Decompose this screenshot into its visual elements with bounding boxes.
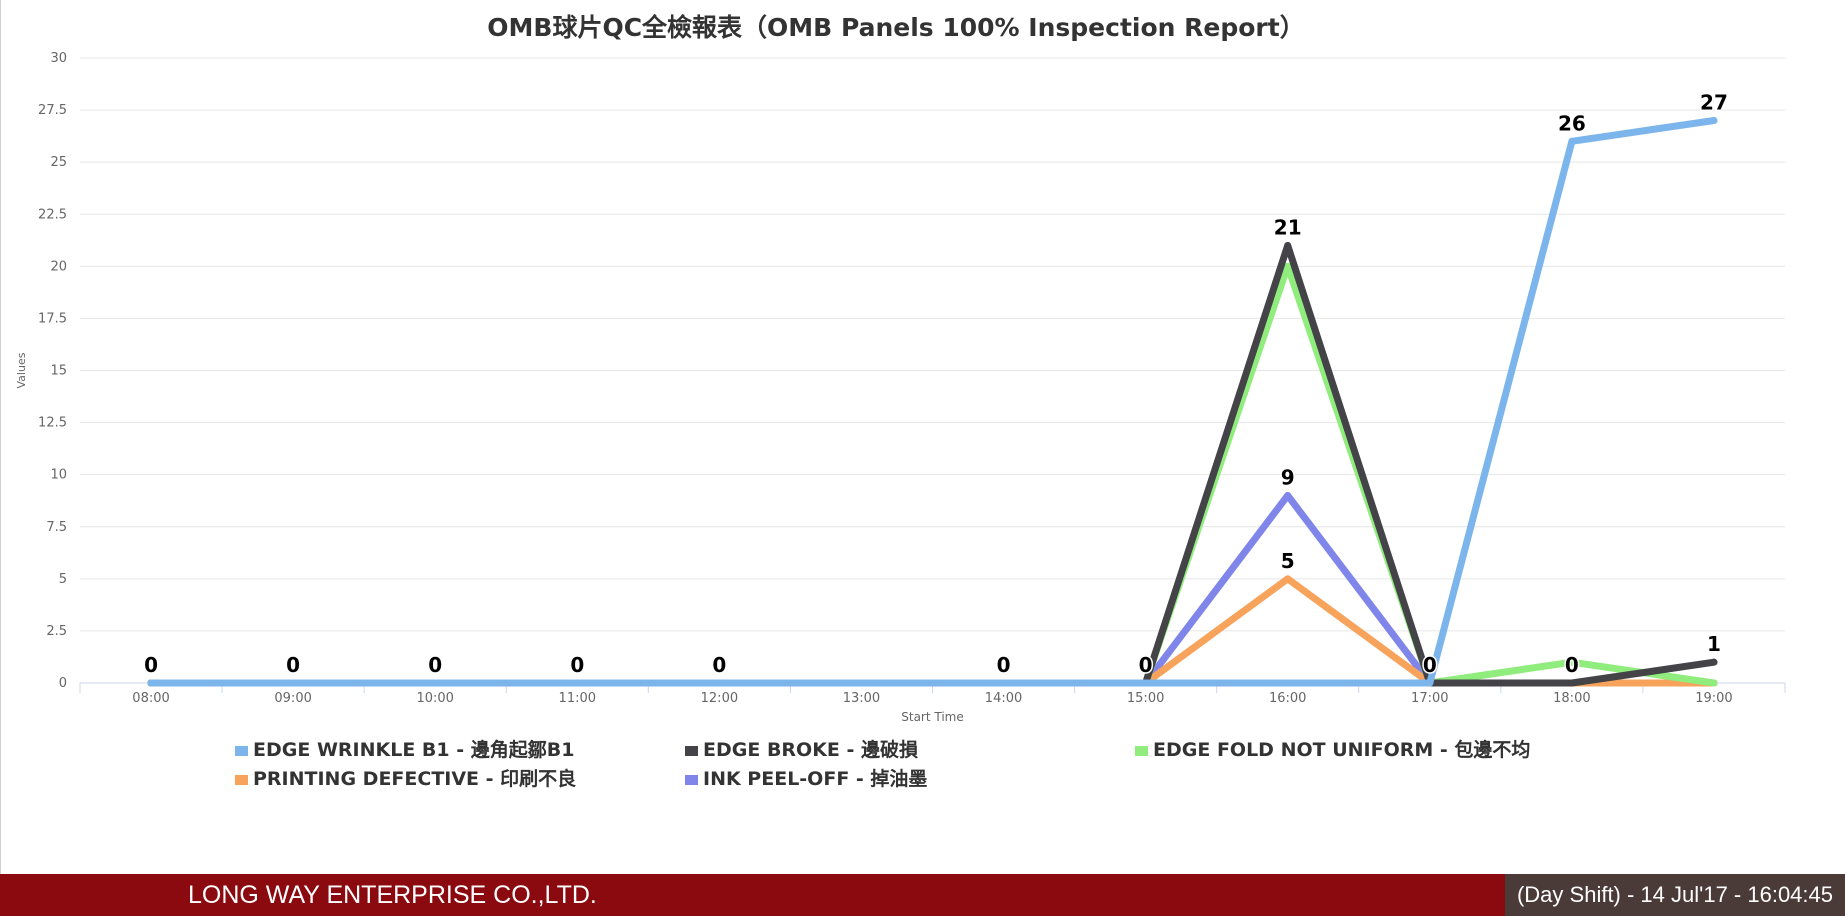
- series-line: [147, 242, 1718, 687]
- data-point: [1568, 137, 1576, 145]
- y-tick-label: 10: [50, 468, 67, 483]
- data-point: [1568, 679, 1576, 687]
- line-chart: OMB球片QC全檢報表（OMB Panels 100% Inspection R…: [15, 13, 1786, 790]
- y-tick-label: 0: [59, 676, 67, 691]
- data-point: [1284, 262, 1292, 270]
- legend-item: PRINTING DEFECTIVE - 印刷不良: [253, 767, 576, 790]
- data-label: 27: [1700, 91, 1728, 115]
- legend: EDGE WRINKLE B1 - 邊角起鄒B1 EDGE BROKE - 邊破損…: [235, 738, 1530, 790]
- y-tick-label: 27.5: [38, 103, 67, 118]
- x-axis-tick-labels: 08:00 09:00 10:00 11:00 12:00 13:00 14:00 15:00…: [79, 683, 1786, 706]
- y-tick-label: 22.5: [38, 207, 67, 222]
- data-point: [1710, 679, 1718, 687]
- data-point: [1284, 242, 1292, 249]
- company-name: LONG WAY ENTERPRISE CO.,LTD.: [188, 881, 597, 909]
- data-label: 0: [1423, 653, 1437, 677]
- x-tick-label: 08:00: [132, 691, 169, 706]
- grid-lines: [80, 57, 1785, 632]
- legend-swatch: [1135, 746, 1148, 756]
- data-label: 26: [1558, 111, 1586, 135]
- data-point: [1568, 658, 1576, 666]
- data-label: 21: [1274, 216, 1302, 240]
- data-point: [1426, 679, 1434, 687]
- data-point: [289, 679, 297, 687]
- data-point: [1142, 679, 1150, 687]
- legend-swatch: [685, 746, 698, 756]
- legend-swatch: [685, 775, 698, 785]
- data-labels: 0 0 0 0 0 0 0 21 9 5 0 26 0 27 1: [143, 89, 1730, 679]
- legend-item: EDGE BROKE - 邊破損: [703, 738, 919, 761]
- y-tick-label: 12.5: [38, 416, 67, 431]
- series-lines: [147, 117, 1718, 687]
- x-tick-label: 17:00: [1411, 691, 1448, 706]
- legend-swatch: [235, 775, 248, 785]
- x-tick-label: 09:00: [274, 691, 311, 706]
- data-label: 0: [1565, 653, 1579, 677]
- y-tick-label: 7.5: [46, 520, 67, 535]
- y-axis-tick-labels: 0 2.5 5 7.5 10 12.5 15 17.5 20 22.5 25 27.5 30: [38, 51, 67, 691]
- data-point: [147, 679, 155, 687]
- data-point: [431, 679, 439, 687]
- data-point: [1000, 679, 1008, 687]
- data-point: [573, 679, 581, 687]
- y-tick-label: 25: [50, 155, 67, 170]
- x-tick-label: 10:00: [416, 691, 453, 706]
- data-point: [1284, 575, 1292, 583]
- data-label: 0: [428, 653, 442, 677]
- series-line: [147, 117, 1718, 687]
- data-label: 5: [1281, 549, 1295, 573]
- data-point: [1284, 492, 1292, 499]
- x-tick-label: 19:00: [1695, 691, 1732, 706]
- y-tick-label: 5: [59, 572, 67, 587]
- shift-timestamp: (Day Shift) - 14 Jul'17 - 16:04:45: [1504, 874, 1845, 916]
- data-label: 0: [712, 653, 726, 677]
- y-tick-label: 17.5: [38, 311, 67, 326]
- x-axis-label: Start Time: [901, 710, 964, 724]
- chart-title: OMB球片QC全檢報表（OMB Panels 100% Inspection R…: [487, 13, 1304, 42]
- data-label: 0: [286, 653, 300, 677]
- footer-bar: LONG WAY ENTERPRISE CO.,LTD. (Day Shift)…: [0, 874, 1845, 916]
- y-tick-label: 15: [50, 364, 67, 379]
- x-tick-label: 12:00: [701, 691, 738, 706]
- data-label: 0: [570, 653, 584, 677]
- series-line: [147, 492, 1718, 687]
- x-tick-label: 14:00: [985, 691, 1022, 706]
- x-tick-label: 15:00: [1127, 691, 1164, 706]
- legend-swatch: [235, 746, 248, 756]
- data-point: [857, 679, 865, 687]
- x-tick-label: 18:00: [1553, 691, 1590, 706]
- data-label: 9: [1281, 466, 1295, 490]
- data-point: [1710, 658, 1718, 666]
- x-tick-label: 16:00: [1269, 691, 1306, 706]
- y-axis-label: Values: [15, 352, 28, 388]
- y-tick-label: 30: [50, 51, 67, 66]
- y-tick-label: 20: [50, 259, 67, 274]
- data-label: 0: [1139, 653, 1153, 677]
- y-tick-label: 2.5: [46, 624, 67, 639]
- data-point: [1284, 679, 1292, 687]
- data-label: 0: [144, 653, 158, 677]
- x-tick-label: 13:00: [843, 691, 880, 706]
- data-label: 1: [1707, 632, 1721, 656]
- legend-item: EDGE WRINKLE B1 - 邊角起鄒B1: [253, 738, 574, 761]
- data-point: [1710, 117, 1718, 124]
- x-tick-label: 11:00: [559, 691, 596, 706]
- data-label: 0: [997, 653, 1011, 677]
- legend-item: INK PEEL-OFF - 掉油墨: [703, 767, 927, 790]
- data-point: [715, 679, 723, 687]
- legend-item: EDGE FOLD NOT UNIFORM - 包邊不均: [1153, 738, 1530, 761]
- page-left-border: [0, 0, 1, 874]
